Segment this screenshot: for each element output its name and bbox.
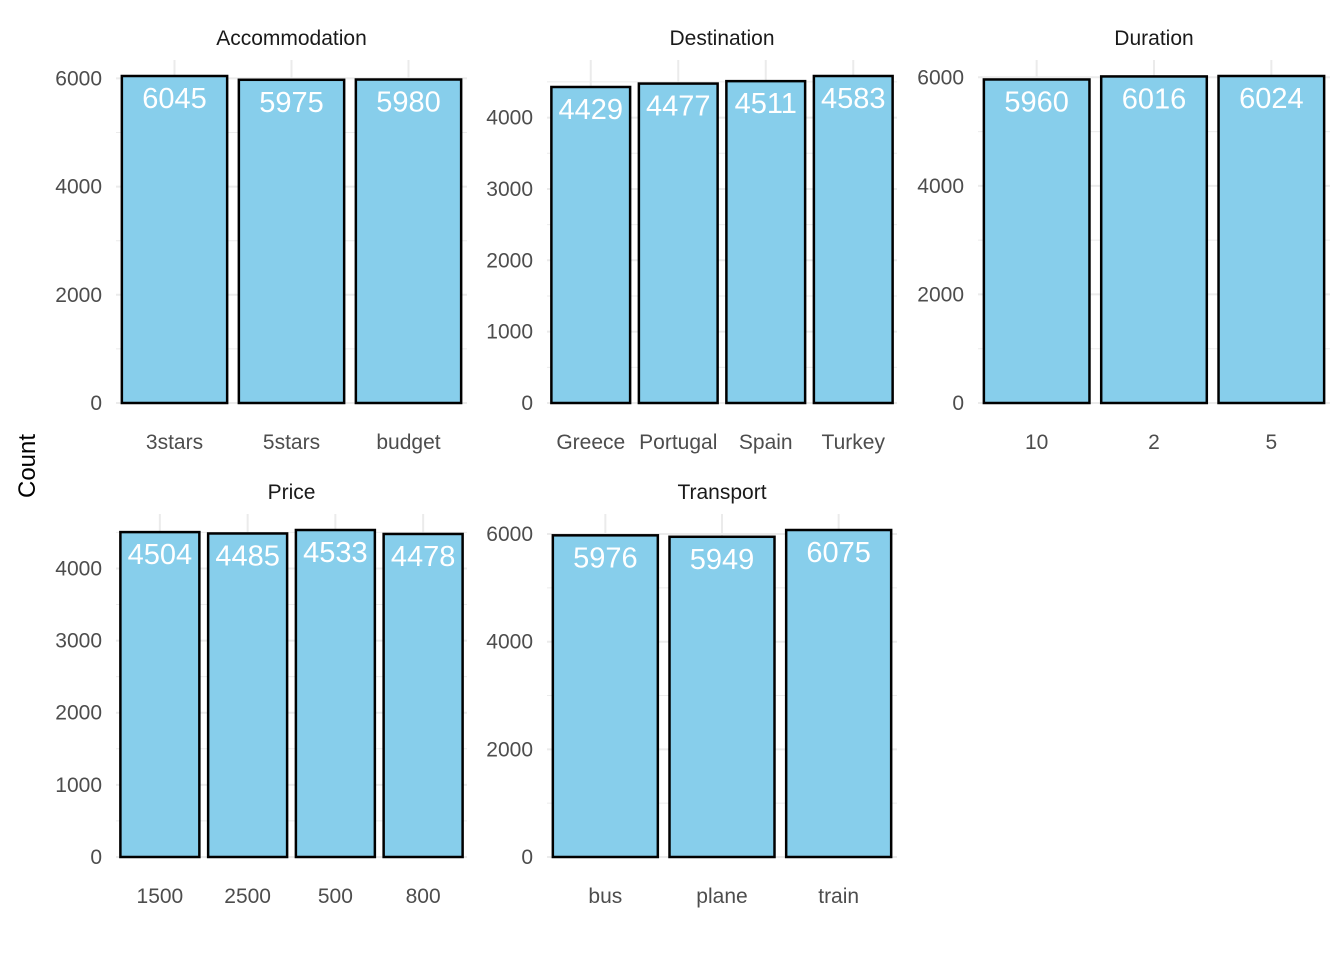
y-tick-label: 3000 <box>55 630 102 653</box>
y-tick-label: 0 <box>90 392 102 415</box>
bar-value-label: 4485 <box>215 540 280 572</box>
facet-title: Accommodation <box>216 27 367 50</box>
x-tick-label: plane <box>696 885 747 908</box>
facet-panel: 0 2000 4000 6000 Duration 5960 10 6016 2 6024 5 <box>917 27 1330 454</box>
y-tick-label: 4000 <box>917 175 964 198</box>
facet-panel: 0 2000 4000 6000 Transport 5976 bus 5949 plane 60… <box>486 481 897 908</box>
bar-value-label: 5960 <box>1004 86 1069 118</box>
bar <box>812 74 894 405</box>
x-tick-label: Greece <box>556 431 625 454</box>
x-tick-label: Portugal <box>639 431 717 454</box>
bar <box>784 528 893 859</box>
bar <box>294 528 377 859</box>
bar-value-label: 4533 <box>303 537 368 569</box>
facet-panel: 0 2000 4000 6000 Accommodation 6045 3stars 5975… <box>55 27 467 454</box>
bar <box>668 535 776 859</box>
x-tick-label: Spain <box>739 431 793 454</box>
bar-value-label: 5976 <box>573 542 638 574</box>
x-tick-label: 2 <box>1148 431 1160 454</box>
bar-value-label: 6045 <box>142 83 207 115</box>
bar <box>237 78 346 405</box>
y-tick-label: 0 <box>521 392 533 415</box>
y-tick-label: 3000 <box>486 178 533 201</box>
y-tick-label: 1000 <box>55 774 102 797</box>
y-tick-label: 2000 <box>55 702 102 725</box>
bar <box>1217 74 1326 405</box>
x-tick-label: bus <box>588 885 622 908</box>
x-tick-label: budget <box>376 431 440 454</box>
y-tick-label: 4000 <box>486 631 533 654</box>
facet-title: Destination <box>669 27 774 50</box>
bar <box>637 82 719 405</box>
y-tick-label: 1000 <box>486 321 533 344</box>
x-tick-label: 5 <box>1265 431 1277 454</box>
x-tick-label: Turkey <box>822 431 886 454</box>
y-tick-label: 0 <box>952 392 964 415</box>
y-tick-label: 2000 <box>486 249 533 272</box>
bar-value-label: 4478 <box>391 541 456 573</box>
y-tick-label: 6000 <box>55 67 102 90</box>
y-tick-label: 4000 <box>55 176 102 199</box>
x-tick-label: 5stars <box>263 431 320 454</box>
bar-value-label: 6016 <box>1122 83 1187 115</box>
y-axis-title: Count <box>14 434 41 498</box>
y-tick-label: 6000 <box>486 523 533 546</box>
x-tick-label: 2500 <box>224 885 271 908</box>
bar-value-label: 4511 <box>735 88 797 120</box>
bar-value-label: 5980 <box>376 87 441 119</box>
bar <box>725 79 807 405</box>
y-tick-label: 4000 <box>55 557 102 580</box>
bar-value-label: 6075 <box>806 537 871 569</box>
facet-title: Price <box>268 481 316 504</box>
bar-value-label: 5949 <box>690 544 755 576</box>
bar-value-label: 4583 <box>821 83 886 115</box>
y-tick-label: 4000 <box>486 107 533 130</box>
bar <box>354 78 463 405</box>
facet-title: Transport <box>677 481 766 504</box>
x-tick-label: train <box>818 885 859 908</box>
bar <box>551 534 660 859</box>
bar-value-label: 4504 <box>128 539 193 571</box>
bar <box>119 530 201 859</box>
x-tick-label: 800 <box>406 885 441 908</box>
x-tick-label: 10 <box>1025 431 1048 454</box>
y-tick-label: 0 <box>521 846 533 869</box>
bar-value-label: 4429 <box>558 94 623 126</box>
y-tick-label: 2000 <box>55 284 102 307</box>
y-tick-label: 2000 <box>486 738 533 761</box>
x-tick-label: 500 <box>318 885 353 908</box>
facet-panel: 0 1000 2000 3000 4000 Destination 4429 Greece 44… <box>486 27 897 454</box>
bar-value-label: 5975 <box>259 87 324 119</box>
bar <box>120 74 229 405</box>
bar <box>1099 75 1209 405</box>
facet-panel: 0 1000 2000 3000 4000 Price 4504 1500 4485 2500 45… <box>55 481 467 908</box>
bar <box>982 78 1091 405</box>
x-tick-label: 1500 <box>137 885 184 908</box>
bar-value-label: 4477 <box>646 91 711 123</box>
y-tick-label: 2000 <box>917 283 964 306</box>
facet-title: Duration <box>1114 27 1193 50</box>
y-tick-label: 0 <box>90 846 102 869</box>
y-tick-label: 6000 <box>917 66 964 89</box>
bar-value-label: 6024 <box>1239 83 1304 115</box>
bar <box>206 532 289 859</box>
x-tick-label: 3stars <box>146 431 203 454</box>
bar <box>382 532 464 859</box>
bar <box>550 85 632 405</box>
